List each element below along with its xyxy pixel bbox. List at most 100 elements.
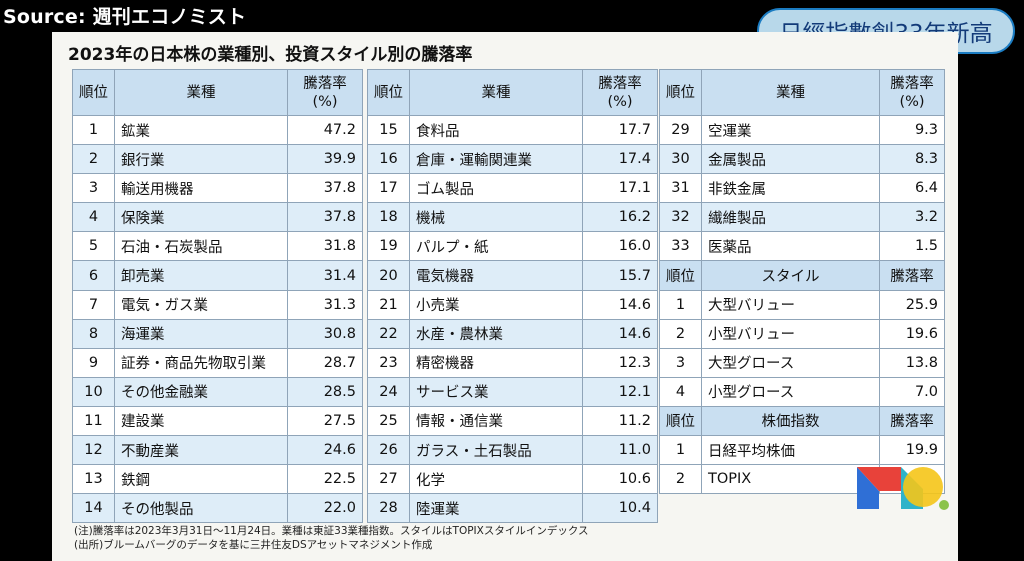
name-cell: 銀行業: [114, 144, 288, 175]
document-page: 2023年の日本株の業種別、投資スタイル別の騰落率 順位 業種 騰落率 (%) 1…: [52, 32, 958, 561]
value-cell: 15.7: [582, 260, 658, 291]
value-cell: 17.7: [582, 114, 658, 146]
rank-cell: 15: [367, 114, 410, 146]
table-row: 1 大型バリュー 25.9: [659, 289, 945, 320]
source-caption: Source: 週刊エコノミスト: [3, 6, 247, 28]
rank-cell: 22: [367, 318, 410, 349]
name-cell: 小売業: [409, 289, 583, 320]
value-cell: 22.0: [287, 493, 363, 524]
rank-cell: 1: [72, 114, 115, 146]
name-cell: 建設業: [114, 405, 288, 437]
value-cell: 24.6: [287, 435, 363, 466]
name-cell: 不動産業: [114, 435, 288, 466]
page-title: 2023年の日本株の業種別、投資スタイル別の騰落率: [68, 45, 473, 65]
name-cell: 輸送用機器: [114, 173, 288, 204]
table-row: 23 精密機器 12.3: [367, 347, 658, 378]
name-cell: 倉庫・運輸関連業: [409, 144, 583, 175]
table-row: 3 輸送用機器 37.8: [72, 173, 363, 204]
name-cell: 電気・ガス業: [114, 289, 288, 320]
rank-cell: 21: [367, 289, 410, 320]
value-cell: 11.2: [582, 405, 658, 437]
table-row: 24 サービス業 12.1: [367, 376, 658, 407]
name-cell: ガラス・土石製品: [409, 435, 583, 466]
rank-cell: 32: [659, 202, 702, 233]
table-row: 10 その他金融業 28.5: [72, 376, 363, 407]
rank-cell: 2: [659, 318, 702, 349]
rank-cell: 1: [659, 435, 702, 466]
value-cell: 8.3: [879, 144, 945, 175]
rank-cell: 9: [72, 347, 115, 378]
name-cell: 水産・農林業: [409, 318, 583, 349]
rank-cell: 2: [72, 144, 115, 175]
name-cell: ゴム製品: [409, 173, 583, 204]
table-row: 17 ゴム製品 17.1: [367, 173, 658, 204]
sector-style-index-table: 順位 業種 騰落率 (%) 29 空運業 9.3 30 金属製品 8.3 31 非鉄金属 6.4 3…: [659, 69, 945, 495]
name-cell: その他金融業: [114, 376, 288, 407]
value-cell: 6.4: [879, 173, 945, 204]
rank-cell: 7: [72, 289, 115, 320]
name-cell: 鉱業: [114, 114, 288, 146]
name-cell: 情報・通信業: [409, 405, 583, 437]
rank-cell: 1: [659, 289, 702, 320]
rank-cell: 8: [72, 318, 115, 349]
rank-cell: 3: [72, 173, 115, 204]
value-cell: 3.2: [879, 202, 945, 233]
channel-logo: [857, 467, 949, 510]
table-row: 18 機械 16.2: [367, 202, 658, 233]
value-cell: 17.4: [582, 144, 658, 175]
name-cell: 食料品: [409, 114, 583, 146]
name-cell: 化学: [409, 464, 583, 495]
subheader-cell: 順位: [659, 405, 702, 437]
table-row: 26 ガラス・土石製品 11.0: [367, 435, 658, 466]
table-row: 15 食料品 17.7: [367, 114, 658, 146]
rank-cell: 18: [367, 202, 410, 233]
name-cell: 保険業: [114, 202, 288, 233]
value-cell: 47.2: [287, 114, 363, 146]
table-row: 14 その他製品 22.0: [72, 493, 363, 524]
table-row: 12 不動産業 24.6: [72, 435, 363, 466]
value-cell: 11.0: [582, 435, 658, 466]
name-cell: 日経平均株価: [701, 435, 880, 466]
subheader-cell: スタイル: [701, 260, 880, 291]
table-row: 4 小型グロース 7.0: [659, 376, 945, 407]
table-row: 25 情報・通信業 11.2: [367, 405, 658, 437]
table-row: 27 化学 10.6: [367, 464, 658, 495]
table-row: 11 建設業 27.5: [72, 405, 363, 437]
rank-cell: 27: [367, 464, 410, 495]
value-cell: 13.8: [879, 347, 945, 378]
value-cell: 14.6: [582, 318, 658, 349]
rank-cell: 4: [72, 202, 115, 233]
name-cell: サービス業: [409, 376, 583, 407]
rank-cell: 28: [367, 493, 410, 524]
table-row: 3 大型グロース 13.8: [659, 347, 945, 378]
name-cell: 小型グロース: [701, 376, 880, 407]
table-row: 4 保険業 37.8: [72, 202, 363, 233]
table-row: 28 陸運業 10.4: [367, 493, 658, 524]
rank-cell: 3: [659, 347, 702, 378]
table-row: 22 水産・農林業 14.6: [367, 318, 658, 349]
table-row: 1 日経平均株価 19.9: [659, 435, 945, 466]
rank-header: 順位: [659, 69, 702, 116]
name-cell: 機械: [409, 202, 583, 233]
value-cell: 10.4: [582, 493, 658, 524]
note-line: (注)騰落率は2023年3月31日～11月24日。業種は東証33業種指数。スタイ…: [74, 525, 589, 537]
rank-cell: 5: [72, 231, 115, 262]
rank-cell: 17: [367, 173, 410, 204]
table-row: 13 鉄鋼 22.5: [72, 464, 363, 495]
value-cell: 12.1: [582, 376, 658, 407]
value-cell: 31.8: [287, 231, 363, 262]
name-cell: 小型バリュー: [701, 318, 880, 349]
value-cell: 30.8: [287, 318, 363, 349]
table-row: 30 金属製品 8.3: [659, 144, 945, 175]
name-cell: TOPIX: [701, 464, 880, 495]
value-cell: 37.8: [287, 173, 363, 204]
name-cell: 大型グロース: [701, 347, 880, 378]
name-cell: 非鉄金属: [701, 173, 880, 204]
name-cell: 陸運業: [409, 493, 583, 524]
table-row: 5 石油・石炭製品 31.8: [72, 231, 363, 262]
rank-cell: 12: [72, 435, 115, 466]
source-line: (出所)ブルームバーグのデータを基に三井住友DSアセットマネジメント作成: [74, 539, 433, 551]
value-cell: 22.5: [287, 464, 363, 495]
footnotes: (注)騰落率は2023年3月31日～11月24日。業種は東証33業種指数。スタイ…: [74, 524, 589, 552]
rank-cell: 33: [659, 231, 702, 262]
